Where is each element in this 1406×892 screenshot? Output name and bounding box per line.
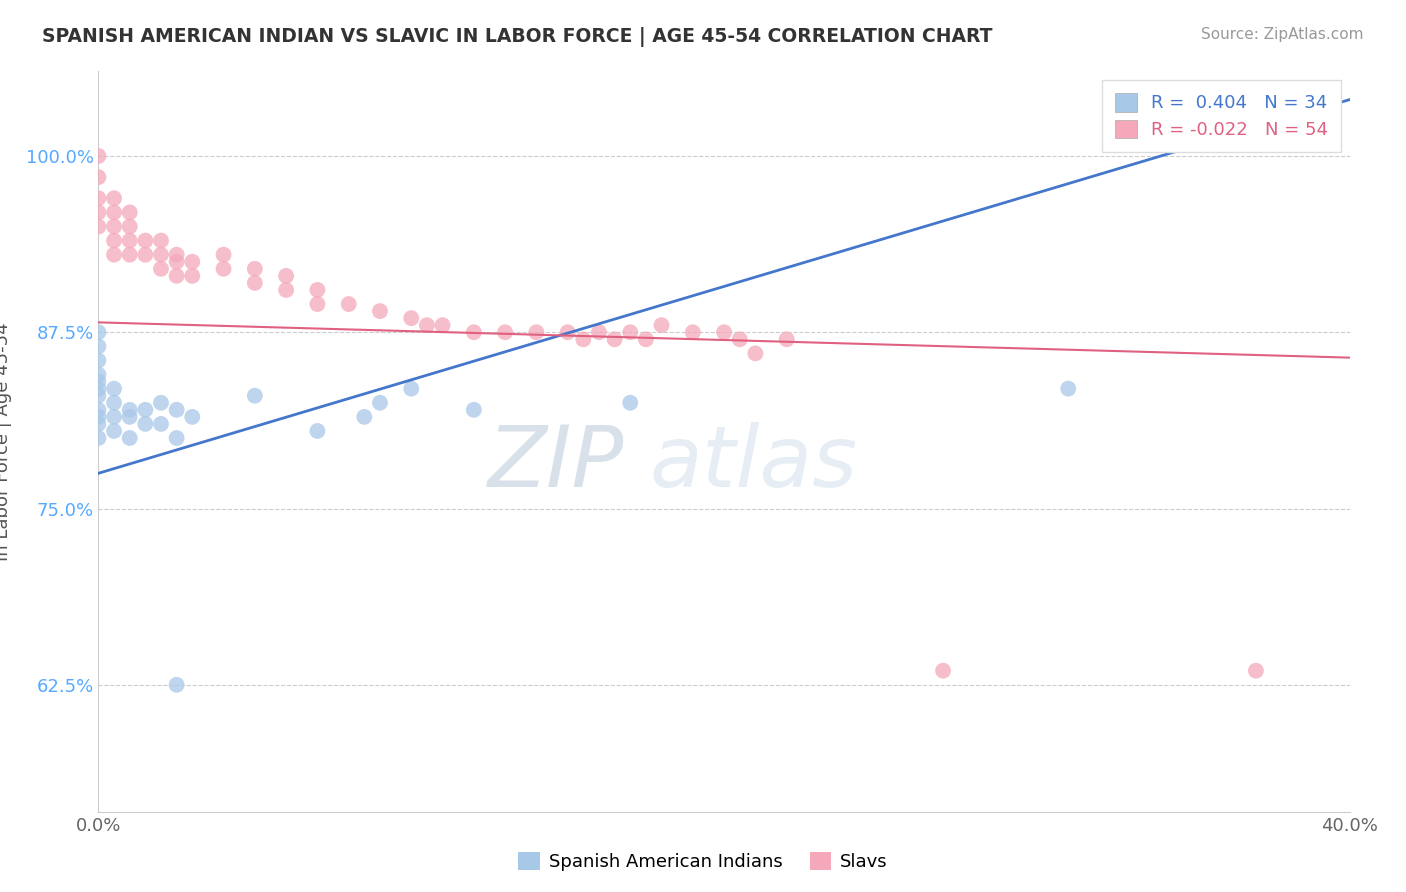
Point — [166, 678, 188, 692]
Point — [401, 382, 423, 396]
Point — [87, 431, 110, 445]
Point — [603, 332, 626, 346]
Point — [103, 191, 125, 205]
Point — [87, 368, 110, 382]
Point — [87, 205, 110, 219]
Point — [634, 332, 657, 346]
Point — [682, 325, 704, 339]
Point — [87, 409, 110, 424]
Point — [368, 304, 391, 318]
Y-axis label: In Labor Force | Age 45-54: In Labor Force | Age 45-54 — [0, 322, 11, 561]
Text: SPANISH AMERICAN INDIAN VS SLAVIC IN LABOR FORCE | AGE 45-54 CORRELATION CHART: SPANISH AMERICAN INDIAN VS SLAVIC IN LAB… — [42, 27, 993, 46]
Point — [1057, 382, 1080, 396]
Point — [572, 332, 595, 346]
Point — [87, 353, 110, 368]
Point — [432, 318, 454, 333]
Point — [103, 234, 125, 248]
Point — [588, 325, 610, 339]
Point — [103, 248, 125, 262]
Point — [494, 325, 516, 339]
Point — [650, 318, 672, 333]
Point — [401, 311, 423, 326]
Point — [150, 396, 173, 410]
Point — [134, 402, 156, 417]
Point — [307, 424, 329, 438]
Point — [134, 248, 156, 262]
Point — [150, 417, 173, 431]
Point — [87, 325, 110, 339]
Point — [103, 424, 125, 438]
Point — [150, 261, 173, 276]
Point — [776, 332, 799, 346]
Point — [619, 396, 641, 410]
Point — [166, 254, 188, 268]
Point — [87, 375, 110, 389]
Point — [118, 205, 141, 219]
Legend: R =  0.404   N = 34, R = -0.022   N = 54: R = 0.404 N = 34, R = -0.022 N = 54 — [1102, 80, 1341, 152]
Point — [463, 325, 485, 339]
Point — [166, 268, 188, 283]
Point — [118, 402, 141, 417]
Point — [87, 402, 110, 417]
Point — [87, 149, 110, 163]
Point — [337, 297, 360, 311]
Point — [181, 254, 204, 268]
Point — [103, 409, 125, 424]
Text: atlas: atlas — [650, 422, 858, 505]
Point — [166, 431, 188, 445]
Point — [212, 261, 235, 276]
Point — [103, 219, 125, 234]
Point — [728, 332, 751, 346]
Point — [1244, 664, 1267, 678]
Point — [118, 234, 141, 248]
Point — [103, 396, 125, 410]
Point — [87, 219, 110, 234]
Point — [744, 346, 766, 360]
Point — [150, 234, 173, 248]
Point — [243, 389, 266, 403]
Point — [103, 382, 125, 396]
Text: Source: ZipAtlas.com: Source: ZipAtlas.com — [1201, 27, 1364, 42]
Point — [526, 325, 548, 339]
Text: ZIP: ZIP — [488, 422, 624, 505]
Point — [619, 325, 641, 339]
Point — [181, 268, 204, 283]
Point — [118, 431, 141, 445]
Point — [134, 417, 156, 431]
Point — [307, 297, 329, 311]
Point — [87, 191, 110, 205]
Point — [368, 396, 391, 410]
Point — [557, 325, 579, 339]
Point — [181, 409, 204, 424]
Point — [243, 276, 266, 290]
Point — [118, 219, 141, 234]
Point — [274, 268, 298, 283]
Point — [134, 234, 156, 248]
Point — [307, 283, 329, 297]
Point — [150, 248, 173, 262]
Point — [212, 248, 235, 262]
Point — [87, 417, 110, 431]
Point — [932, 664, 955, 678]
Point — [166, 248, 188, 262]
Point — [713, 325, 735, 339]
Point — [274, 283, 298, 297]
Point — [416, 318, 439, 333]
Point — [353, 409, 375, 424]
Point — [87, 389, 110, 403]
Point — [103, 205, 125, 219]
Point — [87, 382, 110, 396]
Point — [118, 409, 141, 424]
Point — [87, 339, 110, 353]
Point — [118, 248, 141, 262]
Point — [243, 261, 266, 276]
Point — [463, 402, 485, 417]
Point — [87, 170, 110, 185]
Legend: Spanish American Indians, Slavs: Spanish American Indians, Slavs — [510, 845, 896, 879]
Point — [166, 402, 188, 417]
